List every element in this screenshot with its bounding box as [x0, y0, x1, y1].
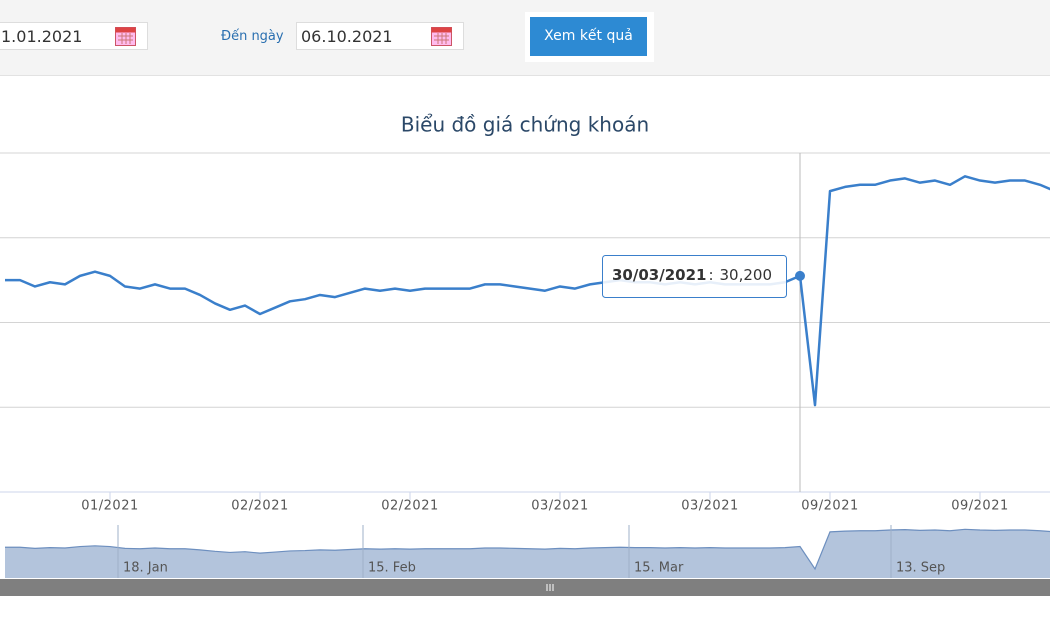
tooltip-date: 30/03/2021 [612, 266, 706, 284]
price-line [5, 175, 1050, 407]
x-tick-label: 01/2021 [81, 499, 139, 514]
navigator-label: 15. Mar [634, 561, 684, 576]
x-tick-label: 02/2021 [381, 499, 439, 514]
tooltip-text: 30/03/2021:30,200 [612, 266, 772, 284]
tooltip-separator: : [708, 266, 713, 284]
calendar-icon[interactable] [115, 27, 136, 46]
navigator-label: 15. Feb [368, 561, 416, 576]
tooltip-box [602, 255, 787, 298]
navigator-line [5, 528, 1050, 571]
button-frame: Xem kết quả [525, 12, 654, 62]
chart: Biểu đồ giá chứng khoán 01/2021 02/2021 02… [0, 113, 1050, 596]
navigator-area [5, 529, 1050, 578]
calendar-icon[interactable] [431, 27, 452, 46]
scrollbar [0, 579, 1050, 596]
x-tick-label: 03/2021 [681, 499, 739, 514]
chart-title: Biểu đồ giá chứng khoán [401, 113, 649, 137]
navigator-label: 18. Jan [123, 561, 168, 576]
tooltip: 30/03/2021:30,200 [602, 255, 787, 298]
filter-bar: 1.01.2021 Đến ngày 06.10.2021 Xem kết qu… [0, 0, 1050, 76]
navigator-label: 13. Sep [896, 561, 945, 576]
x-tick-label: 03/2021 [531, 499, 589, 514]
to-date-label: Đến ngày [221, 29, 284, 44]
x-tick-label: 09/2021 [801, 499, 859, 514]
x-tick-label: 09/2021 [951, 499, 1009, 514]
hover-point [795, 270, 805, 281]
x-tick-label: 02/2021 [231, 499, 289, 514]
tooltip-value: 30,200 [720, 266, 773, 284]
submit-button[interactable]: Xem kết quả [530, 17, 647, 56]
